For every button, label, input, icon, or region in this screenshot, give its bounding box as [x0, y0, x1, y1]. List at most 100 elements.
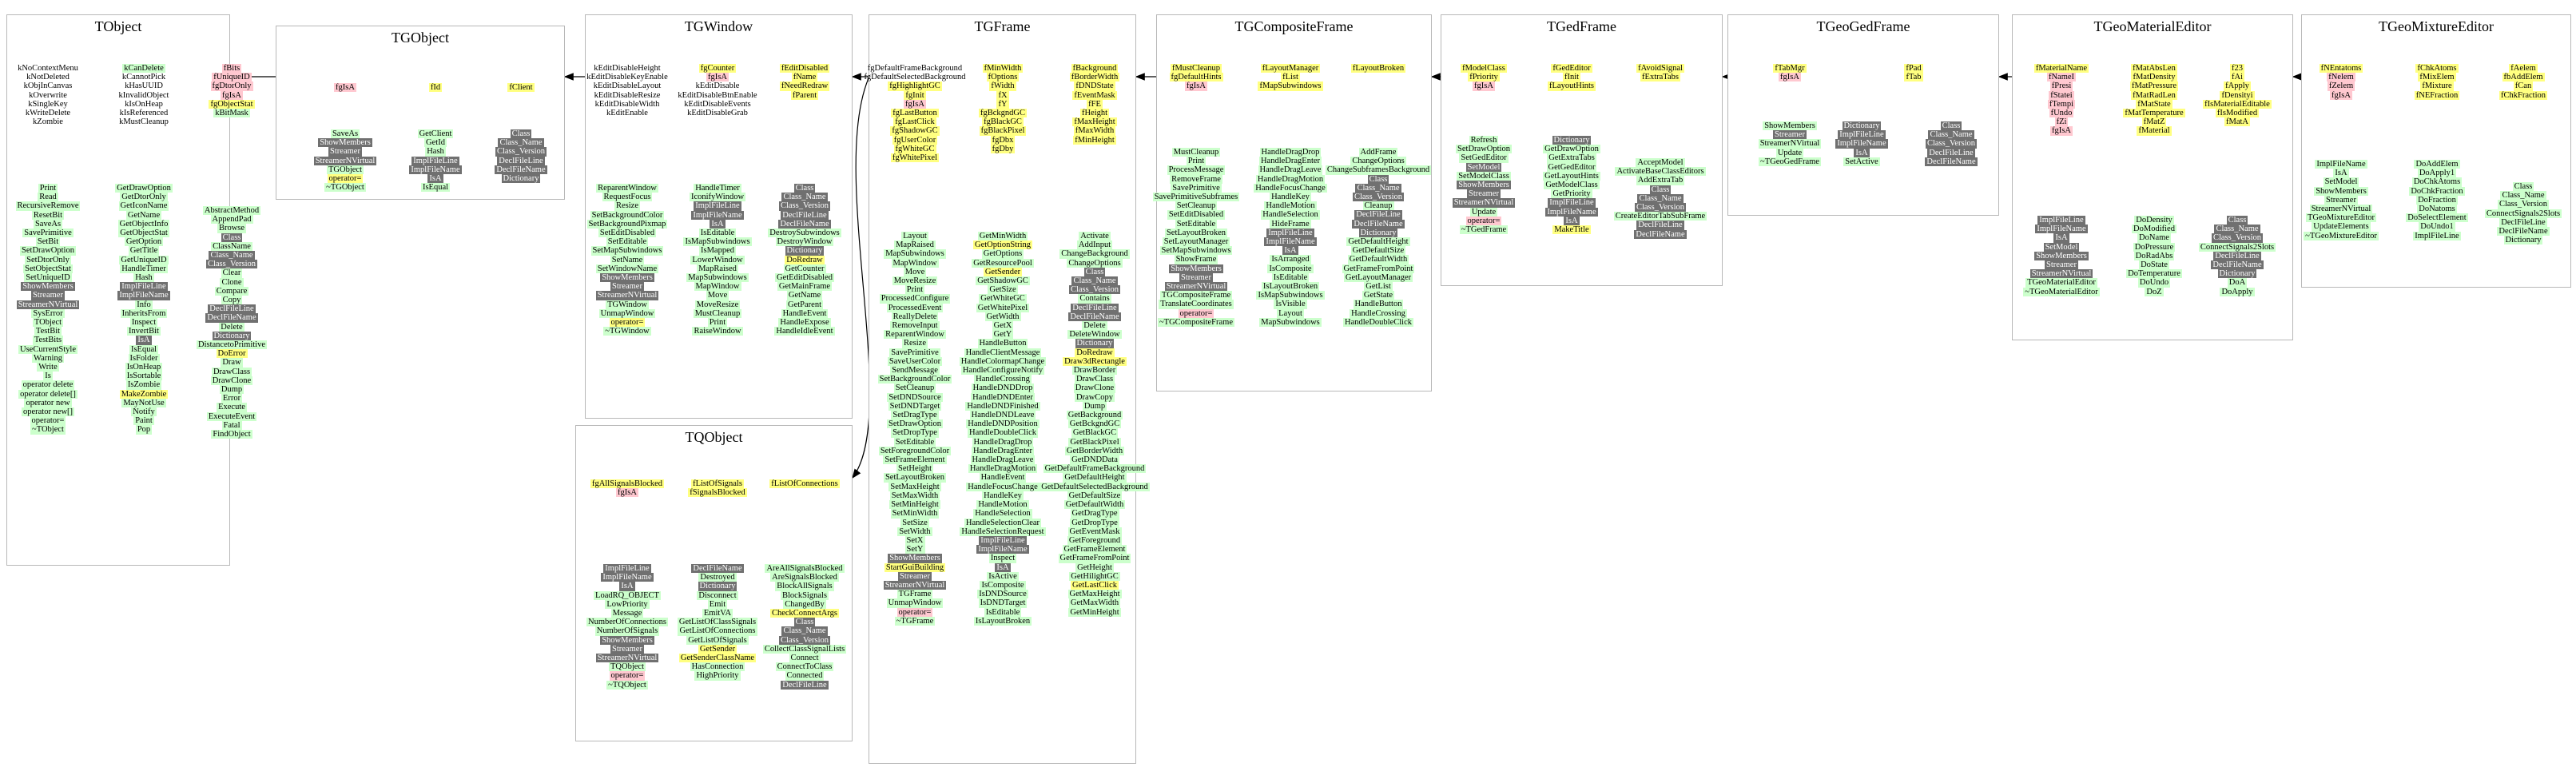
member-item: kHasUUID [125, 81, 163, 91]
member-item: RemoveInput [890, 321, 940, 331]
member-item: Connect [789, 654, 821, 663]
member-item: ClassName [211, 241, 252, 252]
member-item: ImplFileName [691, 210, 744, 220]
member-item: Class [221, 233, 243, 242]
member-column: fMaterialName fNameI fPresi fStatei fTempi fU… [2002, 64, 2121, 136]
member-column: DoDensity DoModified DoName DoPressure DoRad… [2094, 216, 2214, 296]
member-item: Dictionary [1358, 228, 1398, 238]
member-item: fMinHeight [1073, 135, 1116, 145]
member-item: Dictionary [212, 331, 252, 341]
member-item: DeclFileLine [2213, 251, 2261, 261]
member-item: SetX [904, 535, 925, 546]
member-column: fListOfConnections [745, 479, 865, 489]
member-item: UpdateElements [2312, 222, 2371, 232]
class-box-tgeogedframe: TGeoGedFrame [1727, 14, 1999, 216]
member-item: ImplFileLine [2413, 231, 2461, 240]
member-item: DeclFileName [1068, 312, 1121, 322]
member-item: fgIsA [2050, 126, 2073, 136]
member-item: ShowMembers [600, 273, 654, 283]
member-column: fBits fUniqueID fgDtorOnly fgIsA fgObjectSta… [172, 64, 292, 118]
member-item: SavePrimitive [1171, 183, 1222, 193]
member-item: Notify [131, 407, 157, 417]
class-title: TObject [94, 18, 142, 34]
member-item: DeclFileName [1925, 157, 1978, 167]
member-column: fBackground fBorderWidth fDNDState fEventMa… [1035, 64, 1155, 145]
member-item: ActivateBaseClassEditors [1615, 167, 1706, 177]
member-item: ShowMembers [1457, 181, 1511, 190]
member-item: Browse [217, 224, 247, 233]
member-item: DeclFileLine [208, 304, 256, 314]
member-item: fLayoutHints [1548, 81, 1596, 91]
member-item: IsFolder [128, 353, 160, 364]
member-item: ~TQObject [606, 680, 648, 690]
member-item: SetY [904, 545, 925, 554]
member-item: AbstractMethod [202, 206, 261, 216]
member-item: HandleDNDLeave [969, 411, 1036, 420]
member-item: fModelClass [1461, 64, 1507, 74]
member-item: GetWidth [984, 312, 1021, 322]
member-item: Class_Name [1355, 183, 1401, 193]
member-item: IsA [2053, 233, 2069, 243]
member-item: fMapSubwindows [1258, 81, 1323, 91]
member-item: HandleDragEnter [971, 446, 1035, 456]
member-item: kIsOnHeap [125, 99, 163, 109]
member-item: ShowMembers [2034, 251, 2089, 261]
member-item: SetLayoutBroken [1164, 228, 1228, 238]
member-item: IsComposite [1267, 264, 1314, 273]
member-item: Layout [901, 232, 928, 241]
member-item: StartGuiBuilding [884, 562, 946, 572]
member-item: SetEditDisabled [598, 229, 657, 238]
member-item: ~TGeoGedFrame [1759, 157, 1821, 167]
member-item: ShowMembers [1763, 121, 1817, 131]
member-column: Dictionary ImplFileLine ImplFileName IsA Set… [1802, 121, 1922, 167]
member-item: SetEditable [606, 237, 649, 247]
member-item: GetMainFrame [777, 282, 833, 292]
member-item: fgDbx [990, 135, 1016, 145]
member-item: ImplFileName [1264, 237, 1317, 247]
member-item: GetFrameFromPoint [1058, 554, 1131, 563]
member-item: SaveAs [330, 129, 360, 139]
member-item: SetDrawOption [887, 419, 943, 429]
member-item: GetDrawOption [115, 184, 173, 193]
member-item: DoModified [2132, 225, 2176, 234]
member-item: MapSubwindows [1259, 317, 1322, 328]
member-column: ReparentWindow RequestFocus Resize SetBackg… [567, 184, 687, 336]
member-item: fTabMgr [1773, 64, 1807, 74]
member-item: Class_Version [2497, 200, 2550, 209]
member-item: LowerWindow [690, 255, 745, 264]
member-item: HandleMotion [1264, 201, 1317, 211]
member-item: ConnectSignals2Slots [2198, 242, 2276, 252]
member-item: GetListOfConnections [678, 626, 757, 636]
member-item: HandleSelectionRequest [960, 527, 1046, 536]
member-item: GetDNDData [1070, 455, 1119, 465]
member-item: Streamer [328, 147, 362, 157]
member-item: IsOnHeap [125, 363, 163, 372]
member-item: DoApply [2220, 287, 2255, 296]
member-item: fgAllSignalsBlocked [590, 479, 665, 489]
member-item: SendMessage [890, 366, 940, 376]
member-column: fGedEditor fInit fLayoutHints [1512, 64, 1632, 91]
member-item: HandleFocusChange [1254, 183, 1327, 193]
member-item: HandleEvent [979, 473, 1027, 483]
member-item: DoUndo1 [2419, 222, 2455, 232]
member-item: GetResourcePool [972, 258, 1034, 268]
member-item: Class [1649, 185, 1672, 194]
member-column: AcceptModel ActivateBaseClassEditors AddEx… [1600, 158, 1720, 239]
member-column: kEditDisableHeight kEditDisableKeyEnable k… [567, 64, 687, 117]
member-item: DoFraction [2416, 195, 2458, 205]
member-item: fIsModified [2215, 109, 2260, 118]
member-item: SaveUserColor [887, 356, 943, 367]
member-item: Compare [214, 286, 249, 296]
member-item: HandleSelectionClear [964, 518, 1042, 527]
member-column: GetMinWidth GetOptionString GetOptions GetR… [943, 232, 1063, 626]
member-item: TGFrame [896, 590, 933, 599]
member-column: AbstractMethod AppendPad Browse Class ClassN… [172, 206, 292, 439]
member-item: fgIsA [1185, 81, 1207, 91]
member-item: IsEditable [984, 607, 1022, 617]
member-item: kIsReferenced [119, 109, 169, 118]
member-item: fMaxHeight [1072, 117, 1117, 127]
member-item: ImplFileLine [603, 564, 651, 574]
member-item: HandleDragMotion [968, 464, 1038, 474]
member-item: MapWindow [891, 258, 939, 268]
member-item: GetHeight [1075, 562, 1114, 572]
